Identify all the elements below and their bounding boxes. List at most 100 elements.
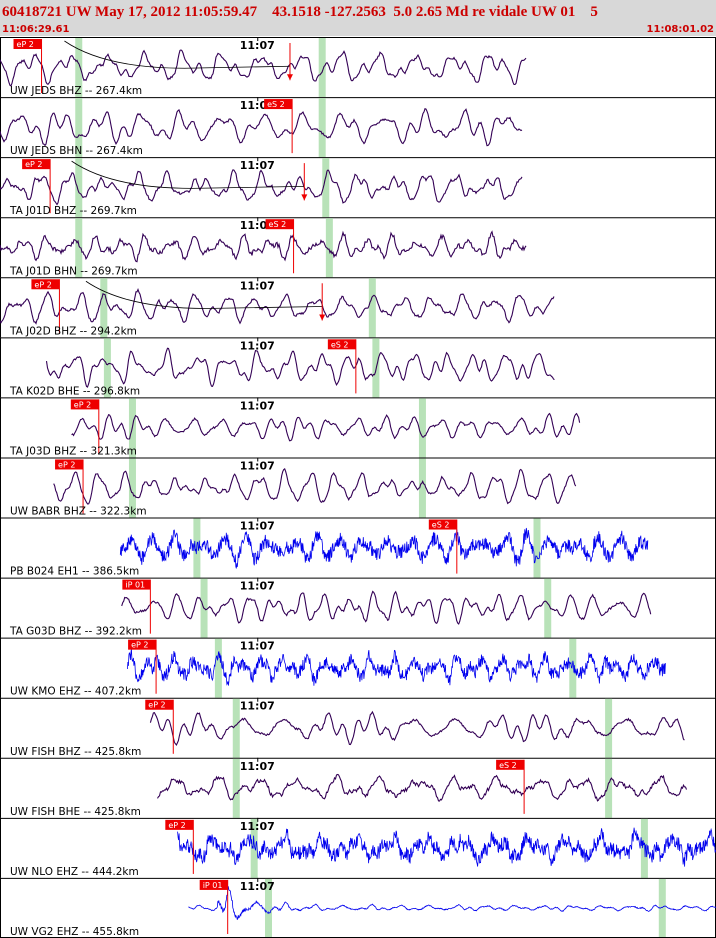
station-label: TA J01D BHZ -- 269.7km (9, 205, 137, 217)
pick-flag[interactable] (496, 759, 525, 770)
minute-tick-label: 11:07 (240, 700, 275, 713)
phase-window (232, 758, 240, 818)
station-label: UW KMO EHZ -- 407.2km (10, 686, 141, 698)
station-label: UW NLO EHZ -- 444.2km (10, 866, 139, 878)
minute-tick-label: 11:07 (240, 820, 275, 833)
pick-flag[interactable] (55, 459, 84, 470)
pick-flag-label: eP 2 (17, 40, 34, 49)
minute-tick-label: 11:07 (240, 279, 275, 292)
pick-flag[interactable] (128, 639, 157, 650)
pick-flag-label: eS 2 (269, 220, 287, 229)
pick-flag-label: iP 01 (203, 881, 223, 890)
coda-fit-curve (85, 280, 323, 309)
phase-window (75, 158, 83, 218)
station-label: UW JEDS BHZ -- 267.4km (10, 85, 142, 97)
coda-fit-curve (71, 160, 305, 189)
minute-tick-label: 11:07 (240, 339, 275, 352)
minute-tick-label: 11:07 (240, 640, 275, 653)
minute-tick-label: 11:07 (240, 520, 275, 533)
trace-panel[interactable]: 11:07 iP 01 UW VG2 EHZ -- 455.8km (0, 877, 716, 938)
phase-window (318, 38, 326, 98)
pick-flag[interactable] (22, 159, 51, 170)
pick-flag[interactable] (165, 819, 194, 830)
trace-panel[interactable]: 11:07 iP 01 TA G03D BHZ -- 392.2km (0, 577, 716, 638)
phase-window (368, 278, 376, 338)
waveform-trace[interactable] (127, 648, 666, 686)
station-label: UW JEDS BHN -- 267.4km (10, 145, 143, 157)
phase-window (232, 698, 240, 758)
waveform-trace[interactable] (0, 49, 527, 87)
phase-window (569, 638, 577, 698)
minute-tick-label: 11:07 (240, 760, 275, 773)
pick-flag[interactable] (70, 399, 99, 410)
waveform-trace[interactable] (119, 527, 649, 569)
station-label: TA G03D BHZ -- 392.2km (9, 626, 142, 638)
pick-flag[interactable] (13, 39, 42, 49)
pick-flag[interactable] (264, 99, 293, 110)
phase-window (658, 878, 666, 938)
pick-flag[interactable] (145, 699, 174, 710)
trace-panels: 11:07 eP 2 UW JEDS BHZ -- 267.4km 11:07 eS 2… (0, 37, 716, 938)
trace-panel[interactable]: 11:07 eP 2 TA J03D BHZ -- 321.3km (0, 397, 716, 458)
waveform-trace[interactable] (45, 347, 555, 388)
station-label: TA J03D BHZ -- 321.3km (9, 445, 137, 457)
waveform-trace[interactable] (177, 827, 716, 867)
waveform-trace[interactable] (188, 886, 716, 920)
minute-tick-label: 11:07 (240, 880, 275, 893)
waveform-trace[interactable] (121, 590, 652, 625)
minute-tick-label: 11:07 (240, 39, 275, 52)
station-label: TA J02D BHZ -- 294.2km (9, 325, 137, 337)
waveform-trace[interactable] (0, 230, 527, 263)
waveform-trace[interactable] (53, 468, 577, 505)
station-label: UW BABR BHZ -- 322.3km (10, 506, 147, 518)
pick-flag[interactable] (428, 519, 457, 530)
phase-window (325, 218, 333, 278)
pick-flag-label: eP 2 (34, 280, 51, 289)
trace-panel[interactable]: 11:07 eS 2 TA K02D BHE -- 296.8km (0, 337, 716, 398)
phase-window (533, 518, 541, 578)
pick-flag-label: iP 01 (125, 581, 145, 590)
pick-flag-label: eP 2 (168, 821, 185, 830)
minute-tick-label: 11:07 (240, 399, 275, 412)
trace-panel[interactable]: 11:07 eS 2 UW FISH BHE -- 425.8km (0, 757, 716, 818)
pick-flag[interactable] (122, 579, 151, 590)
phase-window (75, 98, 83, 158)
pick-flag[interactable] (327, 339, 356, 350)
pick-flag-label: eS 2 (499, 761, 517, 770)
phase-window (214, 638, 222, 698)
trace-panel[interactable]: 11:07 eS 2 PB B024 EH1 -- 386.5km (0, 517, 716, 578)
trace-panel[interactable]: 11:07 eP 2 UW BABR BHZ -- 322.3km (0, 457, 716, 518)
minute-tick-label: 11:07 (240, 580, 275, 593)
trace-panel[interactable]: 11:07 eP 2 TA J01D BHZ -- 269.7km (0, 157, 716, 218)
phase-window (128, 458, 136, 518)
coda-arrow-head (301, 194, 308, 201)
event-header: 60418721 UW May 17, 2012 11:05:59.47 43.… (0, 0, 716, 36)
trace-panel[interactable]: 11:07 eP 2 UW FISH BHZ -- 425.8km (0, 697, 716, 758)
pick-flag[interactable] (31, 279, 60, 290)
waveform-trace[interactable] (71, 412, 581, 442)
trace-panel[interactable]: 11:07 eP 2 TA J02D BHZ -- 294.2km (0, 277, 716, 338)
pick-flag-label: eP 2 (25, 160, 42, 169)
minute-tick-label: 11:07 (240, 459, 275, 472)
station-label: UW FISH BHE -- 425.8km (10, 806, 141, 818)
station-label: UW FISH BHZ -- 425.8km (10, 746, 141, 758)
waveform-trace[interactable] (0, 287, 555, 325)
trace-panel[interactable]: 11:07 eP 2 UW JEDS BHZ -- 267.4km (0, 37, 716, 98)
waveform-trace[interactable] (149, 710, 685, 747)
phase-window (100, 278, 108, 338)
phase-window (544, 578, 552, 638)
waveform-trace[interactable] (0, 169, 523, 206)
pick-flag-label: eS 2 (331, 340, 349, 349)
pick-flag[interactable] (199, 879, 228, 890)
phase-window (75, 38, 83, 98)
trace-panel[interactable]: 11:07 eP 2 UW NLO EHZ -- 444.2km (0, 817, 716, 878)
event-title: 60418721 UW May 17, 2012 11:05:59.47 43.… (2, 4, 598, 20)
pick-flag[interactable] (265, 219, 294, 230)
waveform-trace[interactable] (157, 773, 688, 802)
waveform-stack[interactable]: 11:07 eP 2 UW JEDS BHZ -- 267.4km 11:07 eS 2… (0, 37, 716, 938)
trace-panel[interactable]: 11:07 eP 2 UW KMO EHZ -- 407.2km (0, 637, 716, 698)
waveform-trace[interactable] (0, 107, 523, 147)
